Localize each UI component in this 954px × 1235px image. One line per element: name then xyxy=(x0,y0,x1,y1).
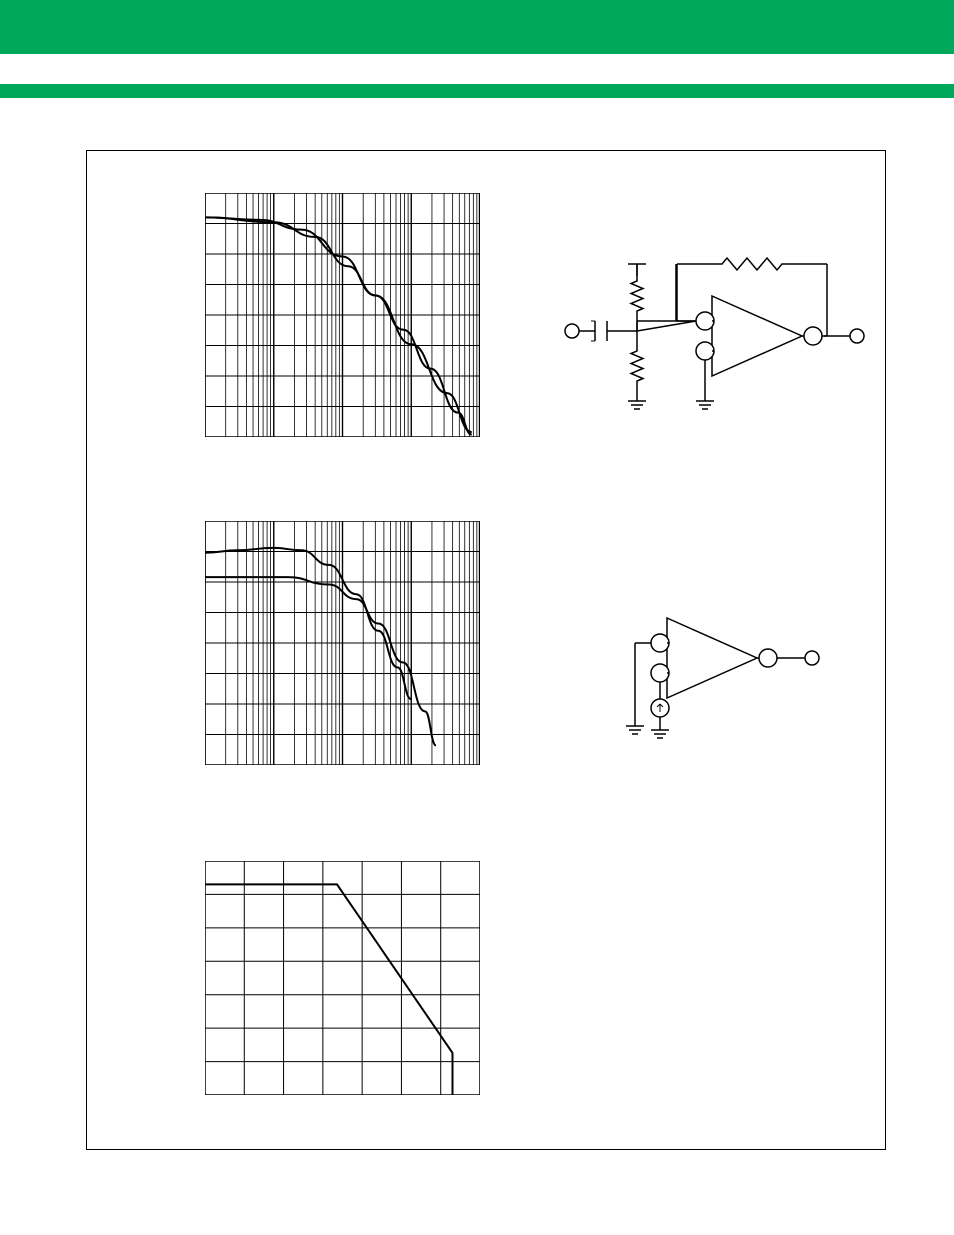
schematic-2 xyxy=(587,606,837,751)
header-thin-bar xyxy=(0,84,954,98)
chart-1 xyxy=(205,193,480,437)
schematic-1 xyxy=(557,231,877,426)
chart-2 xyxy=(205,521,480,765)
chart-3 xyxy=(205,861,480,1095)
content-frame xyxy=(86,150,886,1150)
header-bar xyxy=(0,0,954,54)
